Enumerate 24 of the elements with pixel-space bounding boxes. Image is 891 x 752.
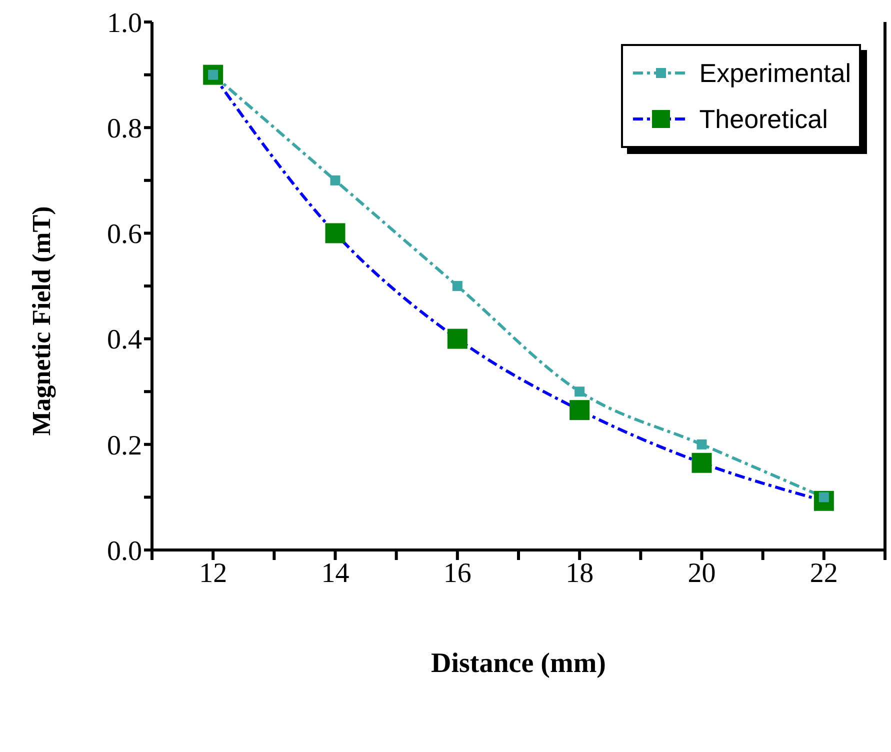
x-tick-label: 18 bbox=[566, 558, 594, 589]
y-tick-label: 1.0 bbox=[107, 8, 142, 39]
x-tick-label: 14 bbox=[321, 558, 350, 589]
y-tick-label: 0.4 bbox=[107, 324, 142, 356]
x-tick-label: 22 bbox=[810, 558, 838, 589]
point bbox=[574, 386, 585, 397]
point bbox=[325, 223, 346, 244]
point bbox=[330, 175, 340, 186]
x-tick-label: 16 bbox=[443, 558, 472, 589]
point bbox=[692, 452, 712, 473]
point bbox=[570, 400, 590, 420]
legend-label: Theoretical bbox=[699, 103, 828, 136]
y-tick-label: 0.2 bbox=[107, 430, 142, 462]
x-axis-title: Distance (mm) bbox=[431, 648, 606, 679]
legend-label: Experimental bbox=[699, 57, 851, 90]
x-tick-label: 12 bbox=[199, 558, 228, 589]
y-tick-label: 0.6 bbox=[107, 219, 142, 250]
x-tick-label: 20 bbox=[688, 558, 716, 589]
y-tick-label: 0.0 bbox=[107, 536, 142, 567]
y-axis-title: Magnetic Field (mT) bbox=[27, 206, 57, 436]
point bbox=[447, 328, 468, 349]
point bbox=[696, 439, 707, 450]
point bbox=[452, 281, 462, 291]
y-tick-label: 0.8 bbox=[107, 114, 142, 145]
